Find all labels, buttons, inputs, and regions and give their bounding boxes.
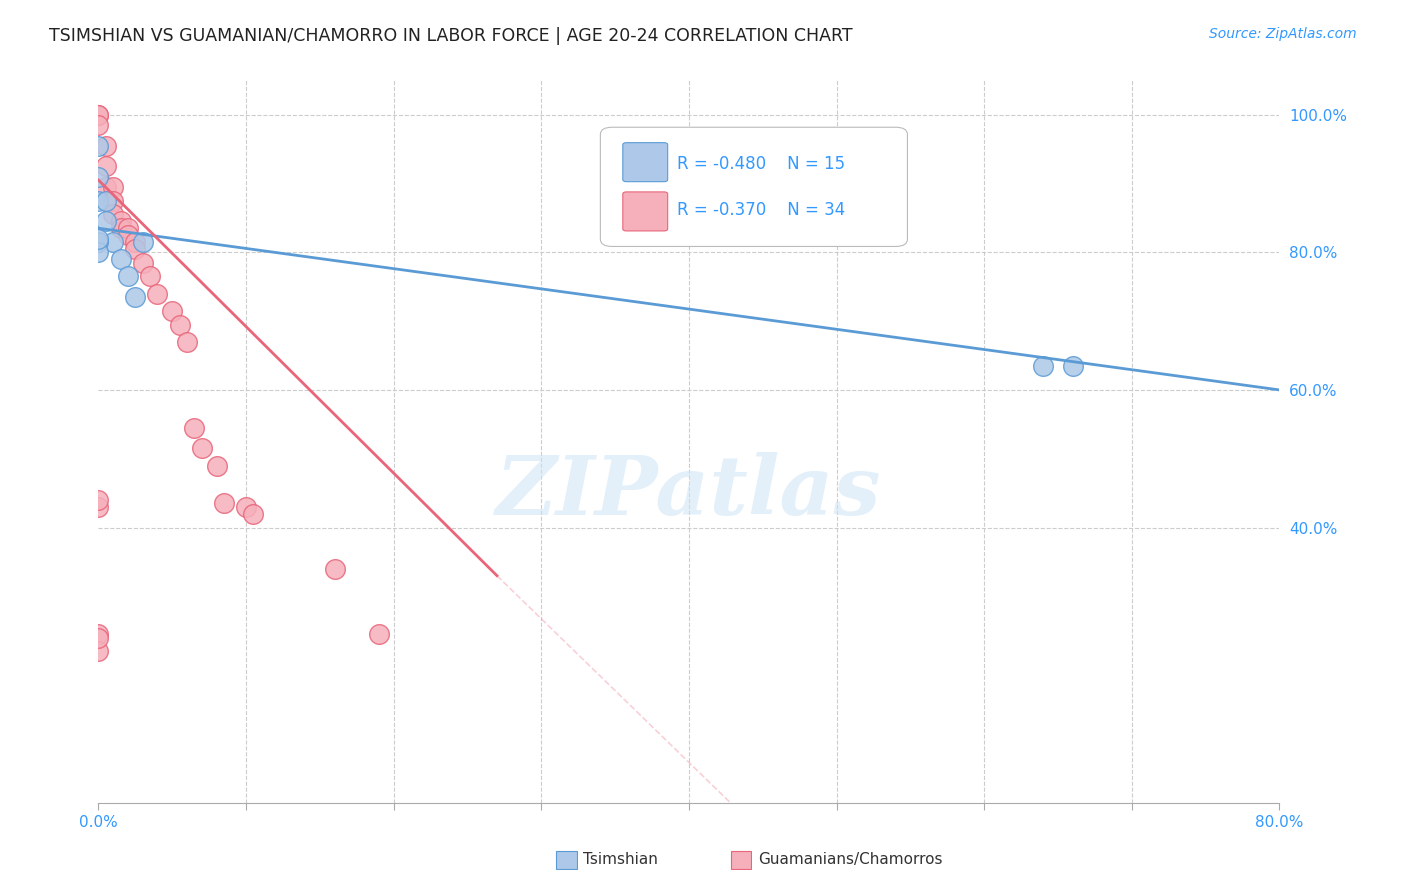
Point <box>162 303 183 318</box>
Point <box>103 235 125 249</box>
Point <box>87 644 110 658</box>
Point <box>132 235 155 249</box>
FancyBboxPatch shape <box>623 192 668 231</box>
Point <box>87 108 110 122</box>
Point <box>87 631 110 645</box>
Point <box>87 108 110 122</box>
Point <box>117 221 139 235</box>
Point <box>94 138 117 153</box>
Point <box>205 458 228 473</box>
Point <box>169 318 191 332</box>
Point <box>212 496 235 510</box>
Point <box>87 138 110 153</box>
Point <box>110 221 132 235</box>
Point <box>94 214 117 228</box>
Point <box>139 269 162 284</box>
Point <box>323 562 346 576</box>
Point <box>87 493 110 508</box>
Point <box>87 231 110 245</box>
Text: Guamanians/Chamorros: Guamanians/Chamorros <box>758 853 942 867</box>
Point <box>1032 359 1054 373</box>
Point <box>124 290 146 304</box>
Point <box>183 421 205 435</box>
Point <box>103 194 125 208</box>
Point <box>1062 359 1084 373</box>
Text: Tsimshian: Tsimshian <box>583 853 658 867</box>
Point <box>132 255 155 269</box>
Point <box>87 500 110 514</box>
Point <box>235 500 257 514</box>
Point <box>94 180 117 194</box>
Point <box>124 242 146 256</box>
Point <box>87 235 110 249</box>
Point <box>87 169 110 184</box>
FancyBboxPatch shape <box>600 128 907 246</box>
Text: TSIMSHIAN VS GUAMANIAN/CHAMORRO IN LABOR FORCE | AGE 20-24 CORRELATION CHART: TSIMSHIAN VS GUAMANIAN/CHAMORRO IN LABOR… <box>49 27 853 45</box>
Point <box>146 286 169 301</box>
Point <box>368 627 391 641</box>
Point <box>87 627 110 641</box>
Text: ZIPatlas: ZIPatlas <box>496 452 882 533</box>
Point <box>242 507 264 521</box>
Point <box>103 180 125 194</box>
Point <box>124 235 146 249</box>
Text: R = -0.480    N = 15: R = -0.480 N = 15 <box>678 155 845 173</box>
FancyBboxPatch shape <box>623 143 668 182</box>
Point <box>87 194 110 208</box>
Point <box>103 207 125 221</box>
Point <box>117 228 139 243</box>
Point <box>176 334 198 349</box>
Point <box>110 252 132 267</box>
Point <box>94 159 117 173</box>
Point <box>110 214 132 228</box>
Point <box>87 118 110 132</box>
Point <box>191 442 214 456</box>
Point <box>94 194 117 208</box>
Text: R = -0.370    N = 34: R = -0.370 N = 34 <box>678 201 845 219</box>
Point <box>117 269 139 284</box>
Point <box>87 245 110 260</box>
Text: Source: ZipAtlas.com: Source: ZipAtlas.com <box>1209 27 1357 41</box>
